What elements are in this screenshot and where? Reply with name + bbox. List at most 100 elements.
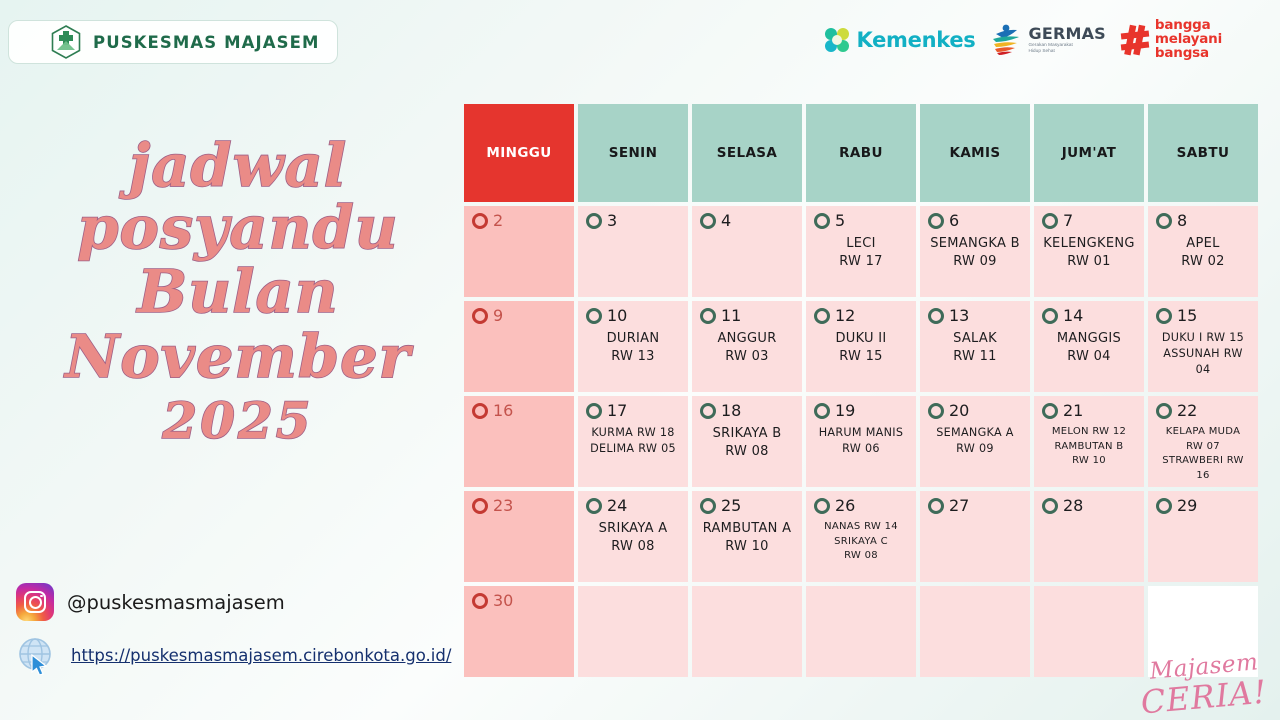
calendar-day-cell[interactable]: 24 SRIKAYA A RW 08 bbox=[578, 491, 688, 582]
day-number-row: 14 bbox=[1042, 308, 1138, 324]
day-number-row: 3 bbox=[586, 213, 682, 229]
day-number: 22 bbox=[1177, 401, 1198, 420]
event-line: ANGGUR bbox=[717, 331, 777, 346]
calendar-day-cell[interactable]: 8 APEL RW 02 bbox=[1148, 206, 1258, 297]
event-line: RW 04 bbox=[1067, 349, 1111, 365]
day-number-row: 12 bbox=[814, 308, 910, 324]
event-line: LECI bbox=[846, 236, 876, 251]
event-line: APEL bbox=[1186, 236, 1220, 251]
event-line: KURMA RW 18 bbox=[591, 426, 675, 439]
day-number: 9 bbox=[493, 306, 504, 325]
event-line: ASSUNAH RW 04 bbox=[1163, 346, 1243, 376]
event-line: KELAPA MUDA bbox=[1165, 426, 1241, 437]
event-line: RW 09 bbox=[956, 441, 994, 455]
day-number-row: 19 bbox=[814, 403, 910, 419]
calendar-grid: MINGGU SENIN SELASA RABU KAMIS JUM'AT SABTU 2 3 4… bbox=[464, 104, 1258, 677]
calendar-day-cell[interactable]: 18 SRIKAYA B RW 08 bbox=[692, 396, 802, 487]
day-number: 25 bbox=[721, 496, 742, 515]
instagram-icon[interactable] bbox=[16, 583, 54, 621]
brand-name: PUSKESMAS MAJASEM bbox=[93, 32, 320, 52]
calendar-day-cell[interactable]: 25 RAMBUTAN A RW 10 bbox=[692, 491, 802, 582]
calendar-day-cell[interactable]: 10 DURIAN RW 13 bbox=[578, 301, 688, 392]
calendar-header-jumat: JUM'AT bbox=[1034, 104, 1144, 202]
day-number: 17 bbox=[607, 401, 628, 420]
event-line: SRIKAYA B bbox=[712, 426, 782, 441]
bangga-line3: bangsa bbox=[1154, 44, 1209, 61]
instagram-row[interactable]: @puskesmasmajasem bbox=[16, 583, 466, 621]
event-line: KELENGKENG bbox=[1043, 236, 1135, 251]
day-number-row: 25 bbox=[700, 498, 796, 514]
day-number: 7 bbox=[1063, 211, 1074, 230]
day-marker-circle-icon bbox=[472, 403, 488, 419]
calendar-day-cell[interactable]: 23 bbox=[464, 491, 574, 582]
event-line: RW 08 bbox=[844, 550, 878, 561]
calendar-day-cell[interactable]: 9 bbox=[464, 301, 574, 392]
event-line: SRIKAYA A bbox=[598, 521, 668, 536]
bangga-line2: melayani bbox=[1154, 31, 1222, 48]
day-number-row: 8 bbox=[1156, 213, 1252, 229]
day-number: 23 bbox=[493, 496, 514, 515]
calendar-day-cell[interactable]: 17 KURMA RW 18 DELIMA RW 05 bbox=[578, 396, 688, 487]
calendar-day-cell[interactable]: 20 SEMANGKA A RW 09 bbox=[920, 396, 1030, 487]
event-line: SEMANGKA B bbox=[930, 236, 1020, 251]
event-line: RW 17 bbox=[839, 254, 883, 270]
day-number-row: 7 bbox=[1042, 213, 1138, 229]
calendar-day-cell[interactable]: 29 bbox=[1148, 491, 1258, 582]
calendar-day-cell[interactable]: 16 bbox=[464, 396, 574, 487]
partner-logos: Kemenkes GERMAS Gerakan Masyarakat Hidup… bbox=[822, 16, 1222, 64]
day-number-row: 16 bbox=[472, 403, 568, 419]
day-marker-circle-icon bbox=[472, 308, 488, 324]
calendar-day-cell[interactable]: 6 SEMANGKA B RW 09 bbox=[920, 206, 1030, 297]
day-number: 16 bbox=[493, 401, 514, 420]
day-number-row: 6 bbox=[928, 213, 1024, 229]
calendar-day-cell[interactable]: 26 NANAS RW 14 SRIKAYA C RW 08 bbox=[806, 491, 916, 582]
event-line: RW 08 bbox=[611, 539, 655, 555]
day-number-row: 27 bbox=[928, 498, 1024, 514]
day-marker-circle-icon bbox=[700, 498, 716, 514]
calendar-day-cell[interactable]: 21 MELON RW 12 RAMBUTAN B RW 10 bbox=[1034, 396, 1144, 487]
calendar-day-cell[interactable]: 30 bbox=[464, 586, 574, 677]
day-number-row: 4 bbox=[700, 213, 796, 229]
day-number-row: 20 bbox=[928, 403, 1024, 419]
calendar-day-cell[interactable]: 14 MANGGIS RW 04 bbox=[1034, 301, 1144, 392]
calendar-day-cell[interactable]: 12 DUKU II RW 15 bbox=[806, 301, 916, 392]
calendar-day-cell[interactable]: 5 LECI RW 17 bbox=[806, 206, 916, 297]
calendar-day-cell[interactable]: 22 KELAPA MUDA RW 07 STRAWBERI RW 16 bbox=[1148, 396, 1258, 487]
day-number: 12 bbox=[835, 306, 856, 325]
calendar-day-cell[interactable]: 27 bbox=[920, 491, 1030, 582]
calendar-day-cell[interactable]: 7 KELENGKENG RW 01 bbox=[1034, 206, 1144, 297]
day-number: 4 bbox=[721, 211, 732, 230]
calendar-day-cell[interactable]: 13 SALAK RW 11 bbox=[920, 301, 1030, 392]
calendar-empty-cell bbox=[1148, 586, 1258, 677]
day-marker-circle-icon bbox=[700, 403, 716, 419]
day-number: 19 bbox=[835, 401, 856, 420]
day-number: 15 bbox=[1177, 306, 1198, 325]
day-number: 10 bbox=[607, 306, 628, 325]
website-url[interactable]: https://puskesmasmajasem.cirebonkota.go.… bbox=[71, 645, 452, 665]
website-row[interactable]: https://puskesmasmajasem.cirebonkota.go.… bbox=[16, 635, 466, 675]
calendar-day-cell[interactable]: 28 bbox=[1034, 491, 1144, 582]
calendar-day-cell[interactable]: 19 HARUM MANIS RW 06 bbox=[806, 396, 916, 487]
event-line: DURIAN bbox=[606, 331, 660, 346]
calendar-day-cell[interactable]: 3 bbox=[578, 206, 688, 297]
day-number-row: 23 bbox=[472, 498, 568, 514]
day-marker-circle-icon bbox=[586, 308, 602, 324]
calendar-day-cell[interactable]: 11 ANGGUR RW 03 bbox=[692, 301, 802, 392]
calendar-day-cell[interactable]: 4 bbox=[692, 206, 802, 297]
bangga-melayani-bangsa-logo: bangga melayani bangsa bbox=[1120, 18, 1222, 61]
day-number-row: 24 bbox=[586, 498, 682, 514]
globe-cursor-icon[interactable] bbox=[16, 635, 58, 675]
day-number: 6 bbox=[949, 211, 960, 230]
calendar-empty-cell bbox=[920, 586, 1030, 677]
calendar-day-cell[interactable]: 15 DUKU I RW 15 ASSUNAH RW 04 bbox=[1148, 301, 1258, 392]
day-marker-circle-icon bbox=[1042, 498, 1058, 514]
social-links: @puskesmasmajasem https://puskesmasmajas… bbox=[16, 583, 466, 689]
event-line: STRAWBERI RW 16 bbox=[1162, 455, 1244, 481]
event-line: DELIMA RW 05 bbox=[590, 441, 676, 455]
event-line: DUKU II bbox=[835, 331, 887, 346]
title-line-5: 2025 bbox=[162, 390, 314, 450]
day-marker-circle-icon bbox=[1156, 498, 1172, 514]
event-line: RAMBUTAN B bbox=[1054, 440, 1124, 452]
day-number-row: 10 bbox=[586, 308, 682, 324]
calendar-day-cell[interactable]: 2 bbox=[464, 206, 574, 297]
